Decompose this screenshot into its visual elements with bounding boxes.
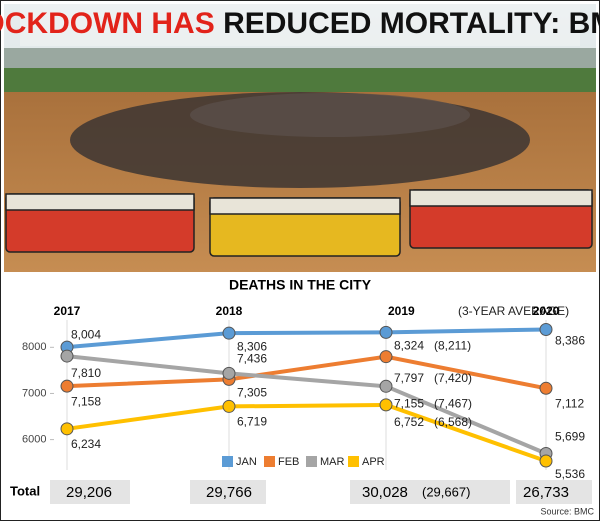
value-label: 8,306	[237, 339, 267, 353]
y-tick-label: 8000	[22, 341, 46, 353]
value-label: 5,699	[555, 430, 585, 444]
value-label: 5,536	[555, 467, 585, 481]
average-label: (7,420)	[434, 371, 472, 385]
data-point	[60, 379, 74, 393]
title: LOCKDOWN HAS REDUCED MORTALITY: BMC	[0, 7, 600, 40]
value-label: 8,386	[555, 334, 585, 348]
series-line	[66, 354, 547, 391]
data-point	[379, 379, 393, 393]
total-value: 29,766	[206, 484, 252, 501]
y-tick-label: 7000	[22, 387, 46, 399]
value-label: 7,305	[237, 386, 267, 400]
series-line	[66, 327, 547, 350]
value-label: 7,158	[71, 394, 101, 408]
data-point	[60, 349, 74, 363]
data-point	[539, 454, 553, 468]
total-average: (29,667)	[422, 484, 470, 499]
category-note: (3-YEAR AVERAGE)	[458, 304, 569, 318]
value-label: 6,234	[71, 437, 101, 451]
data-point	[222, 366, 236, 380]
value-label: 7,797	[394, 371, 424, 385]
totals-label: Total	[10, 483, 40, 498]
photo	[4, 4, 596, 272]
title-black: REDUCED MORTALITY: BMC	[223, 7, 600, 40]
data-point	[222, 326, 236, 340]
value-label: 8,004	[71, 327, 101, 341]
total-value: 26,733	[523, 484, 569, 501]
legend-swatch	[264, 456, 275, 467]
data-point	[539, 322, 553, 336]
legend-swatch	[348, 456, 359, 467]
legend-swatch	[306, 456, 317, 467]
average-label: (6,568)	[434, 415, 472, 429]
chart-title: DEATHS IN THE CITY	[229, 277, 372, 293]
category-label: 2017	[54, 304, 81, 318]
series-line	[66, 402, 547, 463]
total-box	[516, 480, 592, 504]
average-label: (8,211)	[434, 339, 471, 353]
average-label: (7,467)	[434, 396, 472, 410]
value-label: 7,155	[394, 396, 424, 410]
category-label: 2020	[533, 304, 560, 318]
data-point	[379, 398, 393, 412]
data-point	[379, 350, 393, 364]
source: Source: BMC	[540, 506, 594, 516]
total-box	[50, 480, 130, 504]
value-label: 7,436	[237, 352, 267, 366]
value-label: 6,752	[394, 415, 424, 429]
legend-label: FEB	[278, 456, 299, 468]
value-label: 8,324	[394, 339, 424, 353]
category-label: 2018	[216, 304, 243, 318]
legend-label: APR	[362, 456, 385, 468]
total-value: 30,028	[362, 484, 408, 501]
data-point	[222, 399, 236, 413]
data-point	[379, 325, 393, 339]
value-label: 7,112	[555, 396, 584, 410]
title-red: LOCKDOWN HAS	[0, 7, 215, 40]
y-tick-label: 6000	[22, 434, 46, 446]
legend-label: JAN	[236, 456, 257, 468]
category-label: 2019	[388, 304, 415, 318]
value-label: 7,810	[71, 366, 101, 380]
legend-label: MAR	[320, 456, 345, 468]
series-line	[66, 354, 547, 456]
total-box	[190, 480, 266, 504]
data-point	[539, 381, 553, 395]
legend-swatch	[222, 456, 233, 467]
total-box	[350, 480, 510, 504]
data-point	[60, 422, 74, 436]
value-label: 6,719	[237, 415, 267, 429]
total-value: 29,206	[66, 484, 112, 501]
